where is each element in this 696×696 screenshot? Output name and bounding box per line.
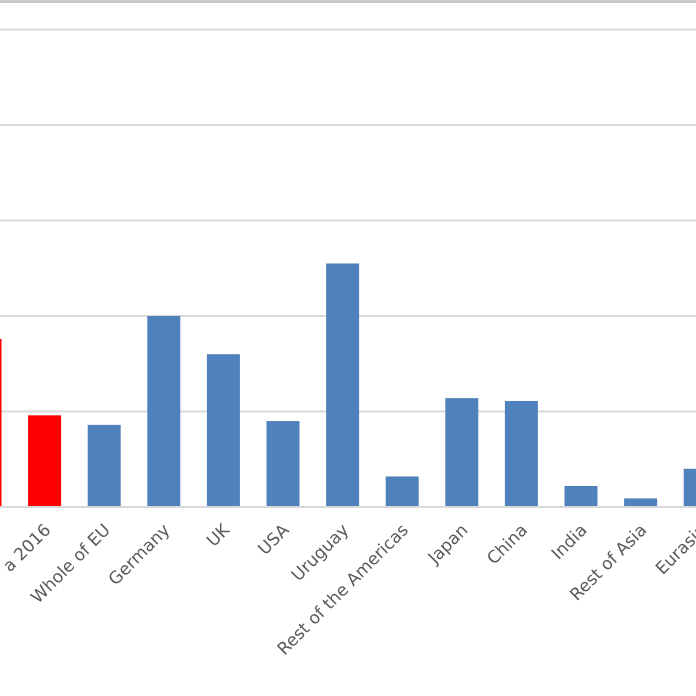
top-border: [0, 0, 696, 3]
bar-uk: [206, 354, 240, 507]
x-tick-label: China: [483, 520, 531, 568]
bars: [0, 263, 696, 507]
bar-rest-of-the-americas: [385, 476, 419, 507]
bar-usa: [266, 421, 300, 507]
x-tick-label: Eurasia: [652, 520, 696, 579]
x-tick-label: USA: [255, 520, 294, 559]
bar-uruguay: [326, 263, 360, 507]
x-tick-label: a 2016: [0, 520, 55, 576]
bar-offscreen: [0, 338, 2, 507]
bar-whole-of-eu: [87, 424, 121, 507]
bar-germany: [147, 316, 181, 507]
bar-eurasia: [683, 468, 696, 507]
x-tick-label: India: [548, 520, 592, 564]
bar-japan: [445, 398, 479, 507]
bar-rest-of-asia: [624, 498, 658, 507]
bar-china: [504, 400, 538, 507]
x-tick-label: Japan: [424, 520, 472, 568]
x-tick-label: UK: [203, 520, 234, 551]
x-tick-label: Germany: [105, 520, 174, 589]
bar-india: [564, 485, 598, 507]
bar-a-2016: [28, 415, 62, 507]
